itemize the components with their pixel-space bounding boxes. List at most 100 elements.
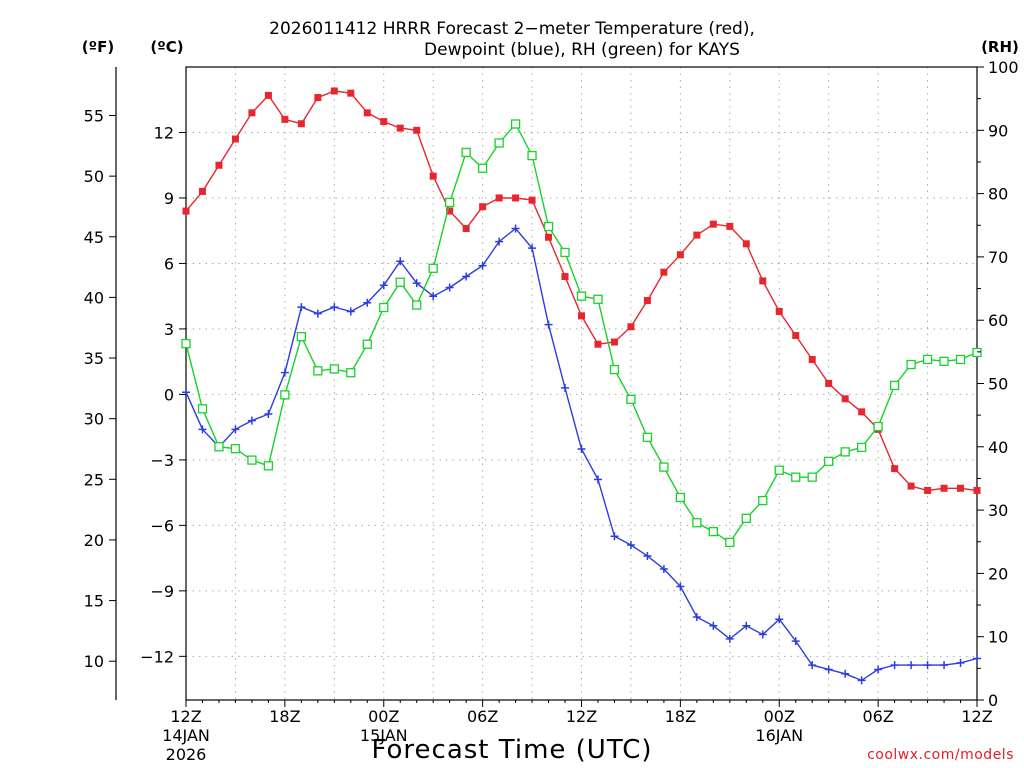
dewpoint-point: [379, 281, 388, 290]
dewpoint-point: [758, 630, 767, 639]
rh-point: [873, 421, 883, 432]
2-meter-temperature-point: [742, 240, 750, 248]
2-meter-temperature-point: [643, 297, 651, 305]
2-meter-temperature-point: [215, 161, 223, 169]
rh-point: [609, 364, 620, 375]
rh-tick-label: 100: [988, 58, 1019, 77]
fahrenheit-tick-label: 50: [84, 167, 104, 186]
dewpoint-point: [511, 224, 520, 233]
celsius-tick-label: 6: [164, 254, 174, 273]
rh-point: [247, 455, 257, 465]
chart-subtitle: Dewpoint (blue), RH (green) for KAYS: [424, 40, 740, 60]
x-tick-label: 12Z: [566, 707, 597, 726]
2-meter-temperature-point: [594, 340, 602, 348]
dewpoint-point: [544, 320, 553, 329]
dewpoint-point: [495, 237, 504, 246]
x-tick-label: 18Z: [665, 707, 696, 726]
2-meter-temperature-point: [347, 89, 355, 97]
x-tick-label: 00Z: [764, 707, 795, 726]
chart-title: 2026011412 HRRR Forecast 2−meter Tempera…: [269, 19, 755, 39]
dewpoint-point: [247, 416, 256, 425]
2-meter-temperature-point: [396, 124, 404, 132]
2-meter-temperature-point: [314, 94, 322, 102]
2-meter-temperature-point: [561, 273, 569, 281]
2-meter-temperature-point: [545, 233, 553, 241]
2-meter-temperature-point: [330, 87, 338, 95]
celsius-unit-label: (ºC): [150, 38, 183, 56]
2-meter-temperature-point: [297, 120, 305, 128]
rh-point: [576, 291, 587, 301]
2-meter-temperature-point: [479, 203, 487, 211]
fahrenheit-tick-label: 20: [84, 531, 104, 550]
rh-point: [428, 263, 438, 273]
dewpoint-point: [313, 309, 322, 318]
rh-point: [758, 495, 768, 506]
2-meter-temperature-line: [185, 90, 978, 492]
rh-tick-label: 0: [988, 691, 998, 710]
rh-point: [642, 432, 653, 442]
x-tick-label: 12Z: [961, 707, 992, 726]
fahrenheit-tick-label: 25: [84, 470, 104, 489]
rh-point: [362, 339, 372, 349]
2-meter-temperature-point: [973, 486, 981, 494]
dewpoint-point: [676, 582, 685, 591]
credit-link[interactable]: coolwx.com/models: [867, 747, 1014, 763]
rh-tick-label: 90: [988, 121, 1008, 140]
rh-point: [807, 472, 817, 482]
rh-point: [708, 526, 718, 537]
fahrenheit-tick-label: 10: [84, 652, 104, 671]
dewpoint-point: [659, 565, 668, 574]
dewpoint-point: [725, 634, 734, 643]
rh-point: [560, 247, 570, 258]
2-meter-temperature-point: [825, 380, 833, 387]
rh-point: [659, 462, 669, 472]
rh-tick-label: 80: [988, 185, 1008, 204]
2-meter-temperature-point: [907, 482, 915, 490]
fahrenheit-tick-label: 40: [84, 288, 104, 307]
fahrenheit-tick-label: 55: [84, 107, 104, 126]
x-date-label: 16JAN: [755, 726, 803, 745]
rh-point: [296, 332, 307, 342]
dewpoint-point: [808, 661, 817, 670]
rh-point: [395, 277, 405, 287]
2-meter-temperature-point: [528, 196, 536, 204]
2-meter-temperature-point: [380, 118, 388, 126]
celsius-tick-label: −12: [140, 647, 174, 666]
rh-point: [972, 347, 982, 358]
dewpoint-point: [264, 410, 273, 419]
dewpoint-point: [346, 307, 355, 316]
rh-point: [477, 163, 488, 173]
2-meter-temperature-point: [495, 194, 503, 202]
rh-point: [230, 444, 241, 454]
celsius-tick-label: 0: [164, 385, 174, 404]
dewpoint-point: [231, 425, 240, 434]
2-meter-temperature-point: [808, 355, 816, 363]
2-meter-temperature-point: [578, 312, 585, 320]
rh-tick-label: 30: [988, 501, 1008, 520]
dewpoint-point: [742, 621, 751, 630]
2-meter-temperature-point: [627, 323, 635, 331]
2-meter-temperature-point: [726, 222, 734, 230]
dewpoint-point: [445, 283, 454, 292]
dewpoint-point: [692, 613, 701, 622]
celsius-tick-label: 3: [164, 320, 174, 339]
rh-point: [889, 380, 900, 391]
rh-point: [445, 197, 455, 208]
rh-point: [824, 456, 834, 467]
rh-point: [181, 338, 191, 349]
dewpoint-point: [874, 665, 883, 674]
dewpoint-point: [297, 303, 306, 312]
dewpoint-point: [182, 388, 190, 397]
2-meter-temperature-point: [841, 395, 849, 403]
rh-point: [675, 492, 686, 503]
fahrenheit-tick-label: 35: [84, 349, 104, 368]
rh-point: [593, 294, 603, 304]
rh-tick-label: 40: [988, 438, 1008, 457]
2-meter-temperature-point: [264, 91, 272, 99]
rh-point: [379, 302, 389, 313]
dewpoint-point: [857, 676, 866, 685]
2-meter-temperature-point: [248, 109, 256, 117]
2-meter-temperature-point: [957, 484, 965, 492]
dewpoint-point: [626, 541, 635, 550]
